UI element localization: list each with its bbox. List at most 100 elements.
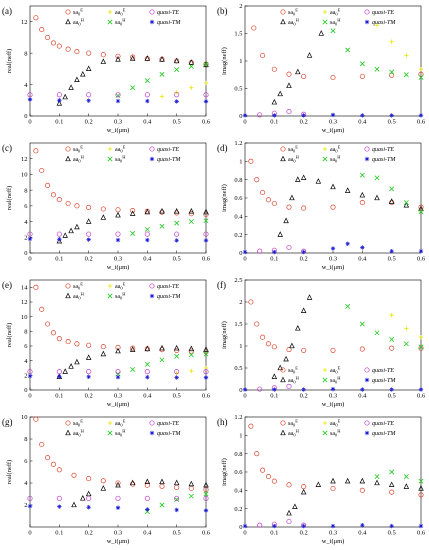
data-point [86, 204, 92, 210]
data-point [189, 85, 194, 90]
data-point [389, 248, 394, 254]
x-tick-label: 0 [28, 119, 31, 126]
data-point [115, 53, 121, 59]
y-tick-label: 0.5 [234, 86, 242, 93]
data-point [265, 341, 272, 347]
data-point [145, 374, 150, 380]
legend-marker [65, 420, 71, 426]
y-tick-label: 0.2 [234, 232, 242, 239]
data-point [418, 335, 424, 340]
data-point [260, 189, 266, 196]
data-point [403, 483, 410, 489]
series-tmC [27, 373, 209, 380]
chart-svg: (h) 0 0.1 0.2 0.3 0.4 0.5 0.6 0 0.2 0.4 0.6 0.8 1 1.2 i… [217, 414, 426, 545]
legend-marker [107, 19, 113, 25]
x-tick-label: 0.1 [270, 119, 278, 126]
series-aaH [277, 174, 424, 237]
data-point [27, 236, 33, 242]
data-point [418, 387, 424, 392]
x-tick-label: 0.2 [85, 119, 93, 126]
data-point [254, 321, 260, 327]
data-point [115, 98, 121, 104]
data-point [86, 50, 92, 56]
data-point [130, 208, 136, 214]
data-point [56, 369, 62, 375]
data-point [115, 374, 121, 380]
data-point [159, 56, 165, 62]
y-tick-label: 4 [24, 82, 28, 89]
data-point [292, 503, 298, 509]
data-point [345, 47, 351, 53]
y-tick-label: 1 [239, 433, 242, 440]
chart-svg: (a) 0 0.1 0.2 0.3 0.4 0.5 0.6 0 4 8 12 real(neff) w_i… [2, 5, 211, 134]
x-tick-label: 0.2 [300, 256, 308, 263]
legend-marker [322, 156, 328, 162]
data-point [203, 351, 209, 357]
data-point [203, 218, 209, 224]
data-point [374, 330, 380, 336]
data-point [144, 55, 151, 61]
data-point [330, 204, 336, 210]
x-tick-label: 0.4 [143, 256, 152, 263]
panel-label: (e) [2, 280, 12, 290]
data-point [271, 98, 278, 105]
y-tick-label: 0.6 [234, 195, 243, 202]
y-tick-label: 2 [24, 234, 27, 241]
data-point [100, 344, 106, 350]
data-point [80, 70, 86, 77]
data-point [188, 352, 194, 358]
data-point [203, 92, 209, 98]
legend-label: aa0H [288, 18, 300, 27]
data-point [57, 98, 62, 103]
data-point [173, 57, 180, 64]
data-point [86, 342, 92, 348]
y-tick-label: 0.8 [234, 451, 242, 458]
data-point [50, 461, 57, 467]
data-point [301, 387, 306, 392]
data-point [374, 66, 380, 72]
y-axis-label: imag(neff) [221, 47, 228, 75]
series-saH2 [345, 303, 424, 350]
x-tick-label: 0.5 [173, 256, 181, 263]
data-point [286, 346, 292, 353]
data-point [330, 183, 336, 190]
legend-marker [149, 156, 155, 162]
data-point [300, 488, 307, 495]
data-point [330, 386, 336, 392]
x-tick-label: 0.6 [417, 256, 426, 263]
data-point [159, 207, 165, 214]
data-point [359, 73, 365, 79]
y-tick-label: 1 [239, 159, 242, 166]
legend-label: quasi-TM [157, 20, 181, 26]
chart-svg: (e) 0 0.1 0.2 0.3 0.4 0.5 0.6 0 2 4 6 8 10 12 14 real(ne… [2, 279, 211, 408]
data-point [115, 369, 121, 375]
data-point [289, 194, 295, 201]
data-point [374, 175, 380, 181]
data-point [129, 55, 136, 61]
legend-label: aa0H [73, 429, 85, 438]
x-tick-label: 0 [28, 530, 31, 537]
data-point [174, 353, 180, 359]
chart-panel-a: (a) 0 0.1 0.2 0.3 0.4 0.5 0.6 0 4 8 12 real(neff) w_i… [0, 0, 214, 137]
data-point [80, 495, 86, 501]
data-point [188, 485, 194, 492]
legend-marker [322, 9, 328, 15]
panel-label: (d) [217, 143, 228, 153]
legend: sa0E aa0E quasi-TE aa0H sa0H quasi-TM [65, 419, 181, 438]
legend-label: quasi-TM [372, 431, 396, 437]
y-axis-label: imag(neff) [221, 321, 228, 349]
data-point [330, 477, 336, 484]
data-point [389, 489, 395, 495]
x-tick-label: 0.4 [143, 119, 152, 126]
data-point [286, 482, 292, 488]
y-tick-label: 12 [21, 19, 28, 26]
legend-label: quasi-TM [372, 378, 396, 384]
data-point [174, 231, 180, 237]
data-point [271, 66, 277, 72]
data-point [360, 522, 365, 528]
x-tick-label: 0.1 [55, 256, 63, 263]
data-point [85, 490, 92, 497]
x-tick-label: 0.5 [388, 119, 396, 126]
data-point [174, 495, 180, 501]
legend-label: sa0E [73, 145, 83, 154]
